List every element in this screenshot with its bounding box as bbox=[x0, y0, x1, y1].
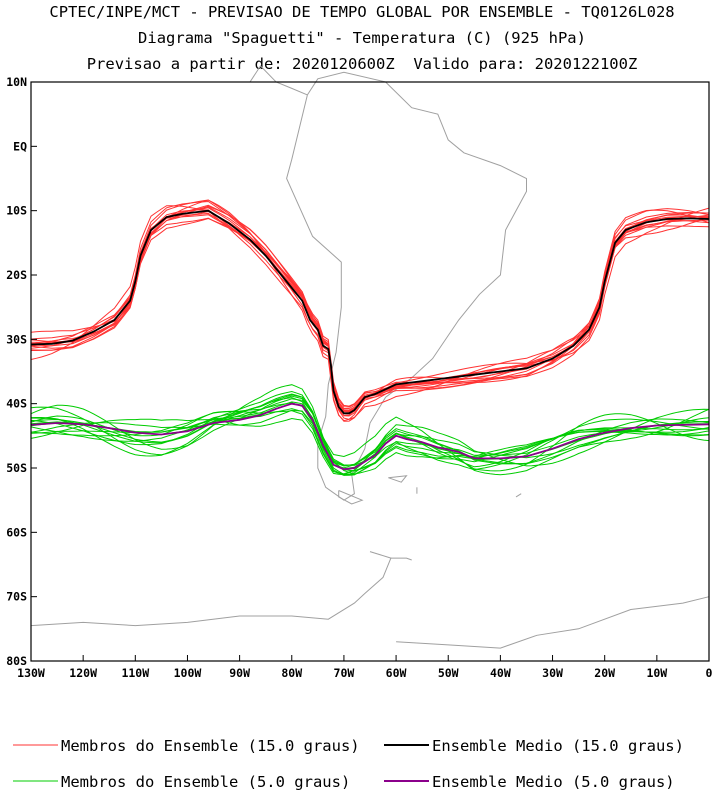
legend-label-mean-5: Ensemble Medio (5.0 graus) bbox=[432, 773, 675, 791]
chart-title: CPTEC/INPE/MCT - PREVISAO DE TEMPO GLOBA… bbox=[49, 3, 674, 21]
axis-ticks: 130W 120W 110W 100W 90W 80W 70W 60W 50W 40W 30W 20W… bbox=[6, 75, 712, 680]
y-tick-label: 30S bbox=[6, 332, 27, 346]
coastline bbox=[30, 551, 392, 627]
x-tick-label: 60W bbox=[386, 666, 407, 680]
y-tick-label: EQ bbox=[13, 139, 27, 153]
x-tick-label: 110W bbox=[121, 666, 149, 680]
y-tick-label: 60S bbox=[6, 525, 27, 539]
ensemble-member-line bbox=[31, 211, 710, 412]
y-tick-label: 50S bbox=[6, 461, 27, 475]
x-tick-label: 90W bbox=[229, 666, 250, 680]
legend-label-members-15: Membros do Ensemble (15.0 graus) bbox=[61, 737, 360, 755]
y-tick-label: 10N bbox=[6, 75, 27, 89]
ensemble-member-line bbox=[30, 205, 710, 416]
ensemble-member-line bbox=[30, 397, 710, 476]
ensemble-member-line bbox=[30, 205, 710, 420]
ensemble-member-line bbox=[30, 199, 710, 422]
ensemble-member-line bbox=[30, 217, 710, 407]
ensemble-members bbox=[30, 199, 710, 476]
x-tick-label: 120W bbox=[69, 666, 97, 680]
coastline-map bbox=[30, 65, 710, 649]
y-tick-label: 20S bbox=[6, 268, 27, 282]
ensemble-member-line bbox=[30, 209, 710, 409]
plot-area: 130W 120W 110W 100W 90W 80W 70W 60W 50W 40W 30W 20W… bbox=[6, 65, 713, 680]
legend-label-members-5: Membros do Ensemble (5.0 graus) bbox=[61, 773, 350, 791]
ensemble-mean-15-line bbox=[30, 209, 710, 415]
ensemble-member-line bbox=[30, 408, 710, 476]
coastline bbox=[396, 596, 710, 649]
forecast-validity-line: Previsao a partir de: 2020120600Z Valido… bbox=[87, 55, 638, 73]
coastline bbox=[390, 557, 412, 561]
ensemble-member-line bbox=[31, 199, 710, 422]
ensemble-member-line bbox=[30, 214, 710, 413]
y-tick-label: 70S bbox=[6, 590, 27, 604]
x-tick-label: 40W bbox=[490, 666, 511, 680]
ensemble-mean-5-line bbox=[30, 402, 710, 471]
ensemble-member-line bbox=[30, 200, 709, 412]
ensemble-member-line bbox=[30, 212, 710, 412]
y-tick-label: 80S bbox=[6, 654, 27, 668]
coastline bbox=[338, 490, 364, 505]
ensemble-member-line bbox=[30, 204, 710, 413]
x-tick-label: 100W bbox=[174, 666, 202, 680]
ensemble-member-line bbox=[30, 401, 710, 467]
x-tick-label: 20W bbox=[594, 666, 615, 680]
ensemble-member-line bbox=[30, 384, 710, 475]
coastline bbox=[286, 71, 527, 501]
y-tick-label: 40S bbox=[6, 397, 27, 411]
y-tick-label: 10S bbox=[6, 204, 27, 218]
x-tick-label: 0 bbox=[706, 666, 713, 680]
coastline bbox=[388, 475, 408, 483]
x-tick-label: 80W bbox=[281, 666, 302, 680]
x-tick-label: 30W bbox=[542, 666, 563, 680]
x-tick-label: 50W bbox=[438, 666, 459, 680]
ensemble-member-line bbox=[30, 398, 710, 476]
x-tick-label: 130W bbox=[17, 666, 45, 680]
x-tick-label: 70W bbox=[334, 666, 355, 680]
coastline bbox=[515, 493, 522, 498]
ensemble-member-line bbox=[31, 206, 709, 411]
ensemble-member-line bbox=[30, 209, 710, 408]
legend-label-mean-15: Ensemble Medio (15.0 graus) bbox=[432, 737, 684, 755]
plot-frame bbox=[30, 81, 710, 662]
legend: Membros do Ensemble (15.0 graus) Ensembl… bbox=[13, 737, 684, 791]
ensemble-member-line bbox=[30, 207, 710, 417]
chart-subtitle: Diagrama "Spaguetti" - Temperatura (C) (… bbox=[138, 29, 586, 47]
x-tick-label: 10W bbox=[646, 666, 667, 680]
ensemble-member-line bbox=[30, 395, 710, 472]
ensemble-means bbox=[30, 209, 710, 471]
